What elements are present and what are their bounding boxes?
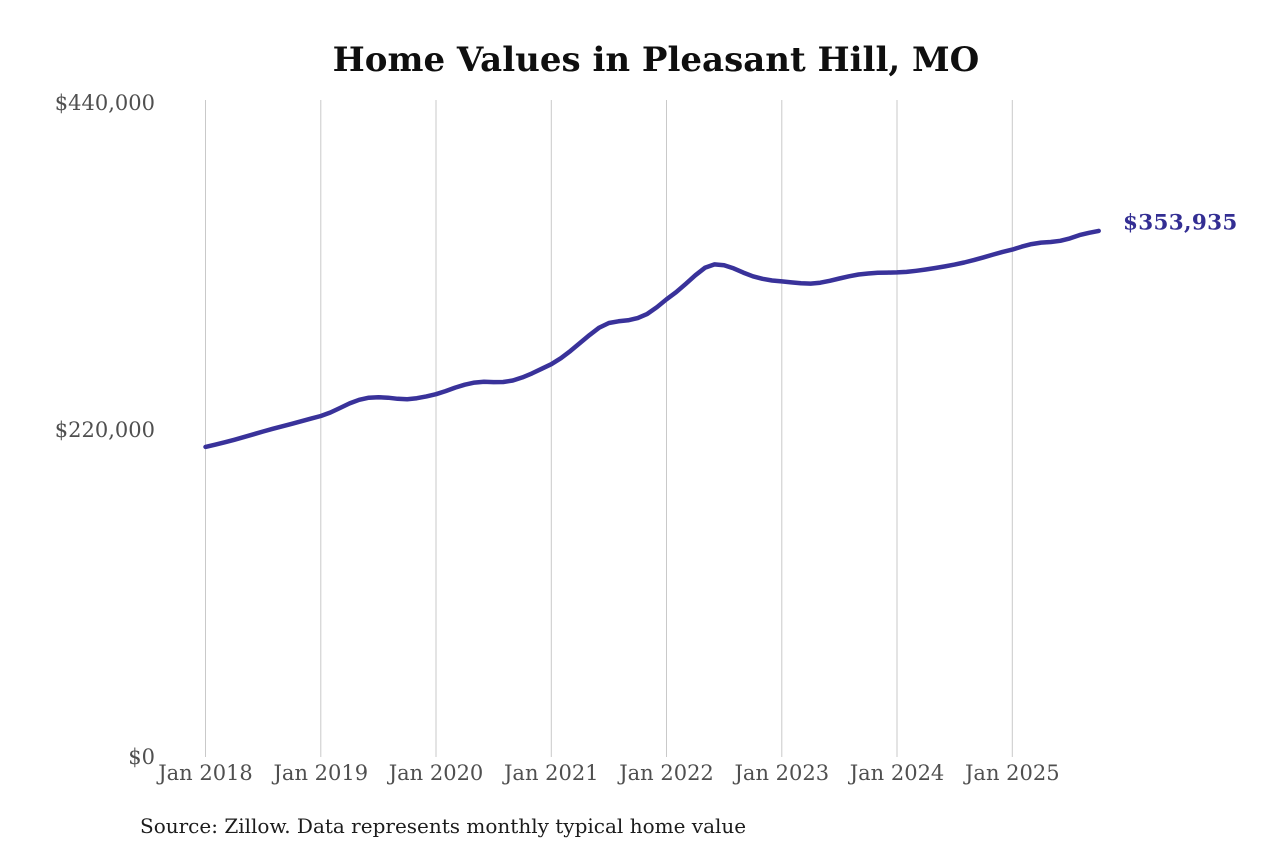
y-axis-tick-label: $220,000 bbox=[54, 418, 155, 442]
x-axis-tick-label: Jan 2019 bbox=[273, 761, 369, 785]
home-value-line bbox=[203, 228, 1101, 450]
y-axis-tick-label: $0 bbox=[128, 745, 155, 769]
y-axis-tick-label: $440,000 bbox=[54, 91, 155, 115]
chart-title: Home Values in Pleasant Hill, MO bbox=[332, 40, 980, 80]
x-axis-tick-label: Jan 2022 bbox=[619, 761, 714, 785]
source-note: Source: Zillow. Data represents monthly … bbox=[140, 814, 747, 838]
x-axis-tick-label: Jan 2020 bbox=[388, 761, 484, 785]
x-axis-tick-label: Jan 2018 bbox=[158, 761, 253, 785]
x-axis-tick-label: Jan 2025 bbox=[965, 761, 1060, 785]
end-value-label: $353,935 bbox=[1123, 210, 1238, 236]
x-axis-tick-label: Jan 2021 bbox=[504, 761, 599, 785]
x-axis-tick-label: Jan 2024 bbox=[849, 761, 945, 785]
x-axis-tick-label: Jan 2023 bbox=[734, 761, 830, 785]
